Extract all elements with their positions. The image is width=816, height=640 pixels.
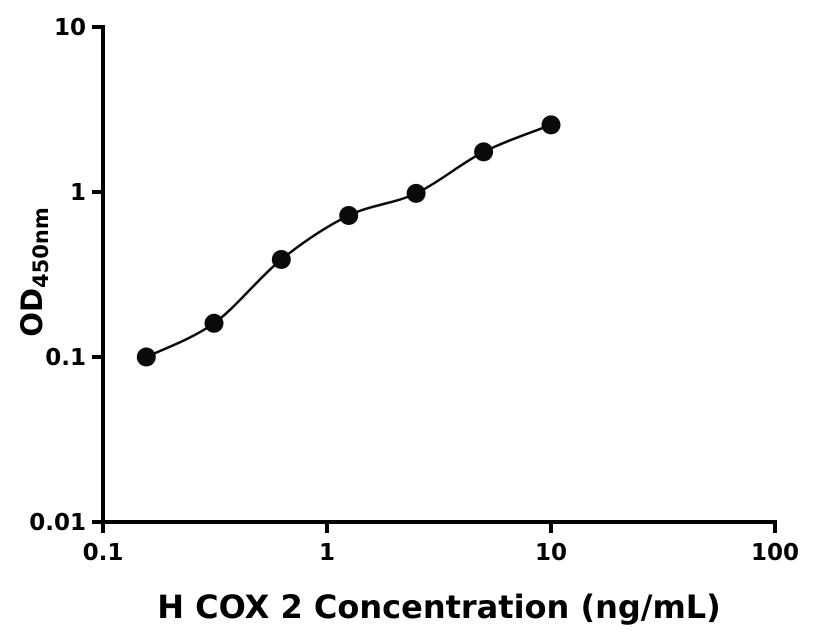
data-point xyxy=(136,347,156,367)
data-point xyxy=(406,183,426,203)
y-axis-title-main: OD xyxy=(15,287,49,337)
x-tick-label: 0.1 xyxy=(83,540,124,566)
y-tick-label: 0.1 xyxy=(45,345,86,371)
data-point xyxy=(474,142,494,162)
y-axis-title: OD450nm xyxy=(15,207,53,336)
y-tick-label: 0.01 xyxy=(29,510,86,536)
x-tick-label: 100 xyxy=(751,540,799,566)
data-point xyxy=(271,250,291,269)
axes xyxy=(101,25,777,524)
y-tick-label: 10 xyxy=(54,15,86,41)
data-point xyxy=(541,115,561,135)
y-tick-label: 1 xyxy=(70,180,86,206)
data-point xyxy=(339,206,359,225)
x-tick-label: 1 xyxy=(319,540,335,566)
x-tick-label: 10 xyxy=(535,540,567,566)
x-axis-title: H COX 2 Concentration (ng/mL) xyxy=(157,588,721,626)
y-axis-title-subscript: 450nm xyxy=(29,207,53,288)
data-point xyxy=(204,313,224,333)
